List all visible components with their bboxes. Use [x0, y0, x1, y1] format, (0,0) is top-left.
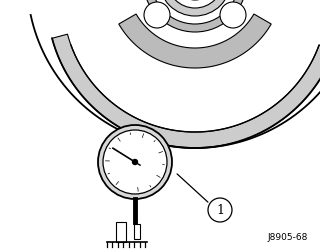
Bar — [116, 222, 126, 242]
Text: J8905-68: J8905-68 — [268, 233, 308, 242]
Circle shape — [208, 198, 232, 222]
Bar — [134, 224, 140, 239]
Circle shape — [132, 160, 138, 164]
Circle shape — [103, 130, 167, 194]
Circle shape — [167, 0, 223, 8]
Circle shape — [143, 0, 247, 32]
Text: 1: 1 — [216, 204, 224, 216]
Circle shape — [144, 2, 170, 28]
Polygon shape — [119, 14, 271, 68]
Circle shape — [98, 125, 172, 199]
Circle shape — [220, 2, 246, 28]
Polygon shape — [52, 34, 320, 148]
Circle shape — [159, 0, 231, 16]
Circle shape — [151, 0, 239, 24]
